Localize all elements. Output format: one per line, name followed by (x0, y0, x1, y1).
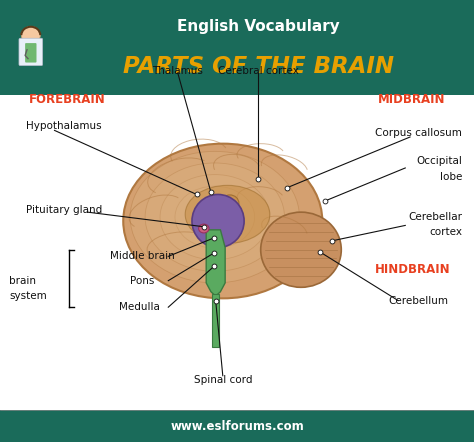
Ellipse shape (199, 224, 209, 233)
FancyBboxPatch shape (0, 0, 474, 95)
Text: Cerebellar: Cerebellar (408, 212, 462, 221)
FancyBboxPatch shape (0, 410, 474, 442)
Text: system: system (9, 291, 47, 301)
Text: Medulla: Medulla (119, 302, 160, 312)
Polygon shape (206, 230, 225, 296)
Ellipse shape (130, 151, 300, 283)
Text: lobe: lobe (440, 172, 462, 182)
Polygon shape (212, 294, 219, 347)
Text: cortex: cortex (429, 227, 462, 237)
FancyBboxPatch shape (25, 43, 36, 62)
Text: HINDBRAIN: HINDBRAIN (374, 263, 450, 276)
Ellipse shape (160, 175, 270, 259)
Text: Pituitary gland: Pituitary gland (26, 205, 102, 215)
Text: Middle brain: Middle brain (110, 251, 174, 261)
Text: MIDBRAIN: MIDBRAIN (378, 93, 446, 106)
Ellipse shape (221, 195, 239, 212)
Text: PARTS OF THE BRAIN: PARTS OF THE BRAIN (123, 55, 394, 78)
Text: Cerebral cortex: Cerebral cortex (218, 66, 299, 76)
Circle shape (21, 27, 40, 44)
Text: brain: brain (9, 276, 36, 286)
Ellipse shape (145, 163, 284, 271)
Text: Cerebellum: Cerebellum (388, 296, 448, 305)
Ellipse shape (192, 194, 244, 248)
Ellipse shape (261, 212, 341, 287)
Text: www.eslforums.com: www.eslforums.com (170, 419, 304, 433)
Ellipse shape (123, 144, 322, 298)
Text: Hypothalamus: Hypothalamus (26, 121, 102, 131)
Text: English Vocabulary: English Vocabulary (177, 19, 340, 34)
Text: Pons: Pons (130, 276, 155, 286)
Text: FOREBRAIN: FOREBRAIN (28, 93, 105, 106)
Ellipse shape (185, 185, 270, 244)
Ellipse shape (175, 186, 255, 248)
Text: Corpus callosum: Corpus callosum (375, 128, 462, 137)
Text: Spinal cord: Spinal cord (193, 375, 252, 385)
Text: Thalamus: Thalamus (152, 66, 203, 76)
FancyBboxPatch shape (19, 38, 43, 66)
Text: Occipital: Occipital (416, 156, 462, 166)
